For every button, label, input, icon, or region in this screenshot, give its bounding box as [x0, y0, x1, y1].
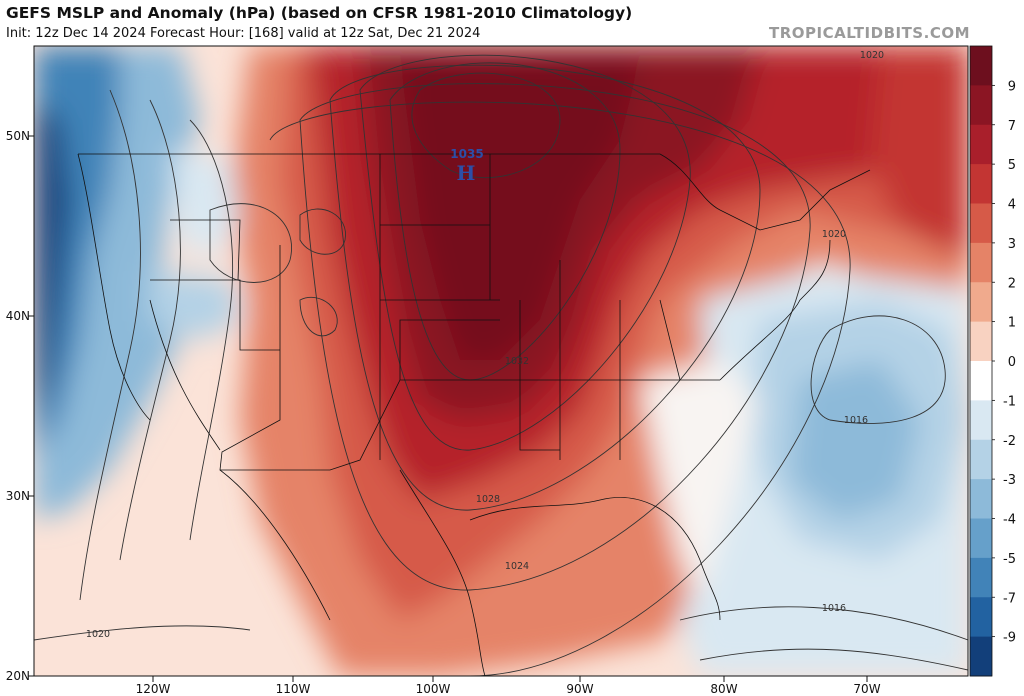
latitude-label: 50N	[6, 129, 30, 143]
latitude-label: 30N	[6, 489, 30, 503]
colorbar-segment	[970, 518, 992, 559]
colorbar-label: -1	[1003, 394, 1016, 409]
high-pressure-symbol: H	[457, 161, 476, 185]
longitude-labels: 120W 110W 100W 90W 80W 70W	[136, 676, 881, 696]
colorbar-segment	[970, 164, 992, 204]
site-watermark: TROPICALTIDBITS.COM	[769, 24, 970, 42]
isobar-label: 1016	[822, 603, 846, 614]
colorbar-label: -4	[1003, 513, 1016, 528]
colorbar-segment	[970, 439, 992, 480]
colorbar-label: -9	[1003, 631, 1016, 646]
longitude-label: 110W	[276, 682, 311, 696]
colorbar-label: 1	[1008, 316, 1016, 331]
colorbar-label: -5	[1003, 552, 1016, 567]
colorbar-label: 5	[1008, 158, 1016, 173]
colorbar-label: 9	[1008, 79, 1016, 94]
latitude-label: 40N	[6, 309, 30, 323]
colorbar-segment	[970, 636, 992, 677]
colorbar-label: -2	[1003, 434, 1016, 449]
chart-title: GEFS MSLP and Anomaly (hPa) (based on CF…	[6, 4, 633, 22]
isobar-label: 1032	[505, 356, 529, 367]
colorbar-label: 3	[1008, 237, 1016, 252]
political-borders	[77, 153, 871, 676]
anomaly-field	[34, 46, 968, 676]
chart-subtitle: Init: 12z Dec 14 2024 Forecast Hour: [16…	[6, 26, 481, 41]
colorbar-label: -7	[1003, 591, 1016, 606]
colorbar-segment	[970, 597, 992, 638]
latitude-labels: 50N 40N 30N 20N	[6, 129, 34, 683]
isobar-label: 1020	[822, 229, 846, 240]
high-pressure-value: 1035	[450, 147, 483, 161]
colorbar-segment	[970, 557, 992, 598]
colorbar-segment	[970, 321, 992, 362]
longitude-label: 70W	[853, 682, 880, 696]
colorbar-label: 4	[1008, 198, 1016, 213]
colorbar-segment	[970, 361, 992, 401]
colorbar-segment	[970, 242, 992, 283]
longitude-label: 90W	[566, 682, 593, 696]
isobar-label: 1020	[860, 50, 884, 61]
colorbar-segment	[970, 282, 992, 323]
isobar-label: 1028	[476, 494, 500, 505]
colorbar-segment	[970, 46, 992, 86]
isobar-label: 1020	[86, 629, 110, 640]
isobar-labels: 1032 1028 1024 1020 1020 1016 1016 1020	[86, 50, 884, 640]
isobar-label: 1024	[505, 561, 529, 572]
longitude-label: 100W	[416, 682, 451, 696]
colorbar-label: 2	[1008, 276, 1016, 291]
longitude-label: 120W	[136, 682, 171, 696]
colorbar-label: -3	[1003, 473, 1016, 488]
colorbar-segment	[970, 85, 992, 126]
map-frame	[33, 45, 969, 677]
high-pressure-center: 1035 H	[450, 147, 483, 185]
longitude-label: 80W	[710, 682, 737, 696]
colorbar-segment	[970, 400, 992, 441]
colorbar-label: 0	[1008, 355, 1016, 370]
colorbar-segment	[970, 124, 992, 165]
colorbar-segment	[970, 479, 992, 519]
colorbar-label: 7	[1008, 119, 1016, 134]
latitude-label: 20N	[6, 669, 30, 683]
colorbar-segment	[970, 203, 992, 244]
colorbar: 9 7 5 4 3 2 1 0 -1 -2 -3 -4 -5 -7 -9	[969, 45, 1016, 677]
isobar-label: 1016	[844, 415, 868, 426]
